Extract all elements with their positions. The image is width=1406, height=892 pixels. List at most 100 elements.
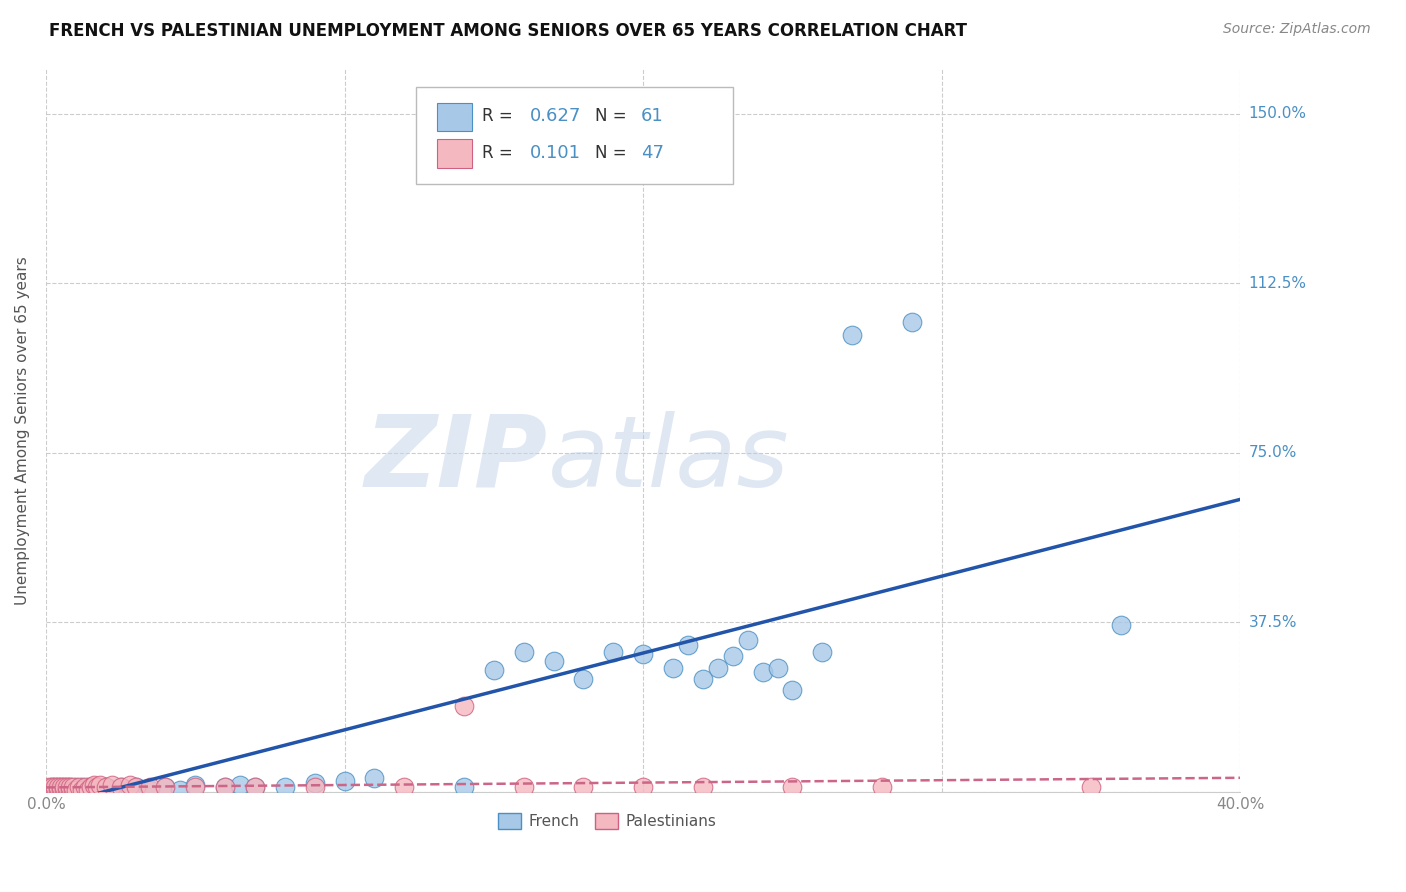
Point (363, 772, 385, 786)
Point (782, 780, 804, 795)
Point (631, 647, 654, 661)
Point (118, 782, 141, 797)
Point (52, 780, 75, 795)
Point (333, 773, 356, 788)
Point (70, 780, 93, 795)
Text: 75.0%: 75.0% (1249, 445, 1296, 460)
Point (751, 665, 773, 680)
Text: 37.5%: 37.5% (1249, 615, 1298, 630)
Point (62, 780, 84, 795)
Point (44, 782, 66, 797)
Point (662, 660, 685, 674)
Point (65, 782, 87, 797)
Point (139, 782, 162, 797)
Point (67, 782, 90, 797)
Point (46, 780, 69, 795)
Text: R =: R = (482, 145, 517, 162)
Point (38, 780, 60, 795)
Point (676, 638, 699, 652)
Text: 112.5%: 112.5% (1249, 276, 1306, 291)
Point (41, 782, 63, 797)
Point (83, 780, 105, 795)
Point (52, 782, 75, 797)
Point (52, 780, 75, 795)
Point (49, 782, 72, 797)
Point (841, 328, 863, 343)
Point (100, 782, 122, 797)
Point (692, 780, 714, 795)
Point (155, 780, 177, 795)
Point (73, 782, 96, 797)
FancyBboxPatch shape (416, 87, 733, 185)
Point (70, 782, 93, 797)
Text: atlas: atlas (547, 410, 789, 508)
Point (65, 780, 87, 795)
Point (512, 645, 534, 659)
Point (83, 778, 105, 792)
Point (44, 782, 66, 797)
Point (46, 782, 69, 797)
Point (56, 780, 79, 795)
Point (692, 672, 714, 686)
Point (1080, 780, 1102, 795)
Point (184, 778, 207, 792)
Point (155, 780, 177, 795)
Y-axis label: Unemployment Among Seniors over 65 years: Unemployment Among Seniors over 65 years (15, 256, 30, 605)
Text: N =: N = (595, 106, 633, 125)
Point (59, 782, 82, 797)
Point (41, 782, 63, 797)
Point (65, 782, 87, 797)
Point (737, 633, 759, 648)
Point (73, 780, 96, 795)
Point (602, 645, 624, 659)
Bar (436, 103, 472, 131)
Point (80, 782, 103, 797)
Point (572, 672, 595, 686)
Point (214, 780, 236, 795)
Point (766, 660, 789, 674)
Point (124, 780, 146, 795)
Point (49, 782, 72, 797)
Point (46, 782, 69, 797)
Point (782, 683, 804, 698)
Text: N =: N = (595, 145, 633, 162)
Point (59, 780, 82, 795)
Point (110, 780, 132, 795)
Point (44, 780, 66, 795)
Point (41, 780, 63, 795)
Point (56, 780, 79, 795)
Point (80, 780, 103, 795)
Point (49, 780, 72, 795)
Point (89, 782, 111, 797)
Point (243, 780, 266, 795)
Point (89, 778, 111, 792)
Point (46, 780, 69, 795)
Legend: French, Palestinians: French, Palestinians (492, 806, 723, 835)
Point (94, 780, 117, 795)
Text: FRENCH VS PALESTINIAN UNEMPLOYMENT AMONG SENIORS OVER 65 YEARS CORRELATION CHART: FRENCH VS PALESTINIAN UNEMPLOYMENT AMONG… (49, 22, 967, 40)
Point (304, 780, 326, 795)
Point (124, 780, 146, 795)
Point (394, 780, 416, 795)
Point (56, 782, 79, 797)
Text: 150.0%: 150.0% (1249, 106, 1306, 121)
Point (184, 780, 207, 795)
Point (572, 780, 595, 795)
Point (44, 780, 66, 795)
Point (139, 780, 162, 795)
Point (94, 780, 117, 795)
Point (59, 782, 82, 797)
Point (229, 778, 252, 792)
Point (41, 780, 63, 795)
Text: Source: ZipAtlas.com: Source: ZipAtlas.com (1223, 22, 1371, 37)
Point (86, 780, 108, 795)
Point (901, 315, 924, 329)
Point (243, 780, 266, 795)
Point (38, 782, 60, 797)
Point (631, 780, 654, 795)
Text: 0.627: 0.627 (530, 106, 581, 125)
Point (721, 649, 744, 664)
Point (67, 780, 90, 795)
Point (707, 660, 730, 674)
Point (482, 663, 505, 677)
